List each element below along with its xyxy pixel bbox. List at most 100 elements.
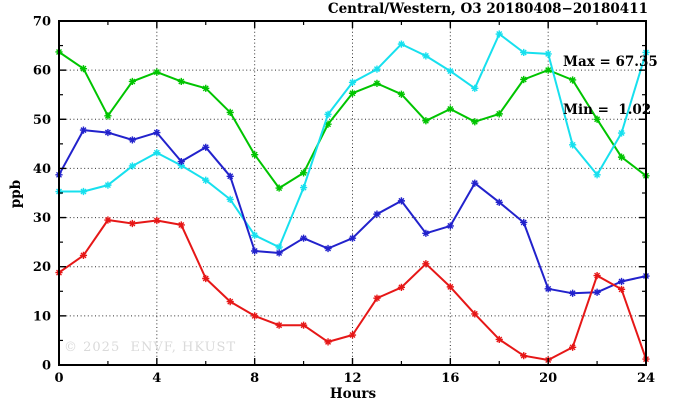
- cyan-series-marker: [422, 52, 430, 60]
- x-tick-label: 12: [343, 371, 361, 386]
- cyan-series-marker: [617, 129, 626, 137]
- cyan-series-marker: [446, 67, 454, 75]
- cyan-series-marker: [226, 195, 234, 203]
- blue-series-marker: [446, 222, 454, 230]
- blue-series-marker: [495, 198, 503, 206]
- green-series-marker: [373, 79, 381, 88]
- cyan-series-marker: [495, 30, 503, 38]
- x-tick-label: 0: [54, 371, 63, 386]
- green-series-marker: [569, 76, 577, 84]
- cyan-series-marker: [251, 231, 259, 239]
- blue-series-marker: [373, 210, 381, 218]
- y-tick-label: 20: [33, 260, 51, 275]
- red-series-marker: [373, 294, 381, 302]
- red-series-marker: [593, 271, 601, 280]
- y-axis-label: ppb: [8, 179, 24, 209]
- cyan-series-marker: [397, 40, 406, 48]
- x-tick-label: 24: [637, 371, 655, 386]
- blue-series-marker: [79, 126, 88, 134]
- green-series-marker: [544, 66, 552, 74]
- red-series-marker: [520, 352, 528, 360]
- green-series-marker: [348, 89, 357, 97]
- blue-series-marker: [520, 218, 528, 227]
- blue-series-marker: [397, 197, 406, 205]
- red-series-marker: [324, 338, 332, 346]
- cyan-series-marker: [471, 84, 479, 92]
- blue-series-marker: [202, 143, 210, 151]
- red-series-marker: [275, 321, 283, 329]
- blue-series-marker: [299, 234, 308, 242]
- green-series-marker: [299, 169, 308, 177]
- cyan-series-marker: [544, 50, 552, 58]
- cyan-series-marker: [299, 183, 308, 192]
- red-series-marker: [79, 251, 88, 260]
- green-series-marker: [128, 77, 136, 86]
- green-series-marker: [422, 117, 430, 125]
- green-series-marker: [275, 184, 283, 192]
- red-series-marker: [299, 321, 308, 329]
- cyan-series-marker: [593, 171, 601, 179]
- blue-series-marker: [128, 136, 136, 144]
- cyan-series-marker: [153, 149, 161, 157]
- green-series-marker: [520, 75, 528, 84]
- blue-series-marker: [593, 288, 601, 296]
- x-axis-label: Hours: [329, 386, 377, 402]
- y-tick-label: 60: [33, 64, 51, 79]
- green-series-marker: [79, 65, 88, 73]
- y-tick-label: 50: [33, 113, 51, 128]
- cyan-series-marker: [275, 243, 283, 251]
- red-series-marker: [202, 274, 210, 283]
- cyan-series-marker: [324, 110, 332, 118]
- green-series-marker: [397, 90, 406, 98]
- green-series-marker: [446, 105, 454, 113]
- cyan-series-marker: [520, 48, 528, 57]
- red-series-marker: [471, 310, 479, 318]
- y-tick-label: 10: [33, 309, 51, 324]
- green-series-marker: [202, 84, 210, 92]
- y-tick-label: 70: [33, 15, 51, 30]
- cyan-series-marker: [373, 65, 381, 73]
- y-tick-label: 0: [42, 359, 51, 374]
- green-series-marker: [495, 110, 503, 118]
- cyan-series-marker: [202, 176, 210, 184]
- cyan-series-marker: [104, 181, 112, 189]
- chart-title: Central/Western, O3 20180408−20180411: [327, 1, 648, 17]
- red-series-marker: [495, 335, 503, 344]
- cyan-series-marker: [569, 141, 577, 149]
- x-tick-label: 20: [539, 371, 557, 386]
- y-tick-label: 40: [33, 162, 51, 177]
- cyan-series-marker: [177, 161, 185, 170]
- cyan-series-marker: [128, 162, 136, 170]
- red-series-marker: [348, 331, 357, 339]
- red-series-marker: [104, 216, 112, 224]
- green-series-marker: [153, 68, 161, 76]
- green-series-marker: [104, 112, 112, 120]
- red-series-marker: [569, 343, 577, 351]
- green-series-marker: [177, 77, 185, 86]
- blue-series-marker: [324, 244, 332, 253]
- min-value-label: Min = 1.02: [563, 102, 652, 118]
- green-series-marker: [251, 151, 259, 159]
- green-series-marker: [617, 153, 626, 161]
- x-tick-label: 4: [152, 371, 161, 386]
- green-series-marker: [226, 108, 234, 117]
- blue-series-marker: [544, 285, 552, 293]
- red-series-marker: [422, 260, 430, 268]
- blue-series-marker: [569, 289, 577, 297]
- x-tick-label: 16: [441, 371, 459, 386]
- red-series-marker: [251, 312, 259, 320]
- blue-series-marker: [177, 157, 185, 166]
- green-series-line: [58, 51, 647, 190]
- maxmin-annotation: Max = 67.35 Min = 1.02: [563, 22, 658, 150]
- blue-series-marker: [251, 247, 259, 255]
- blue-series-marker: [348, 234, 357, 242]
- blue-series-marker: [226, 172, 234, 180]
- blue-series-marker: [275, 249, 283, 257]
- x-tick-label: 8: [250, 371, 259, 386]
- red-series-marker: [177, 221, 185, 229]
- red-series-marker: [226, 298, 234, 306]
- watermark: © 2025 ENVF, HKUST: [64, 340, 237, 355]
- blue-series-marker: [471, 179, 479, 187]
- cyan-series-marker: [79, 187, 88, 196]
